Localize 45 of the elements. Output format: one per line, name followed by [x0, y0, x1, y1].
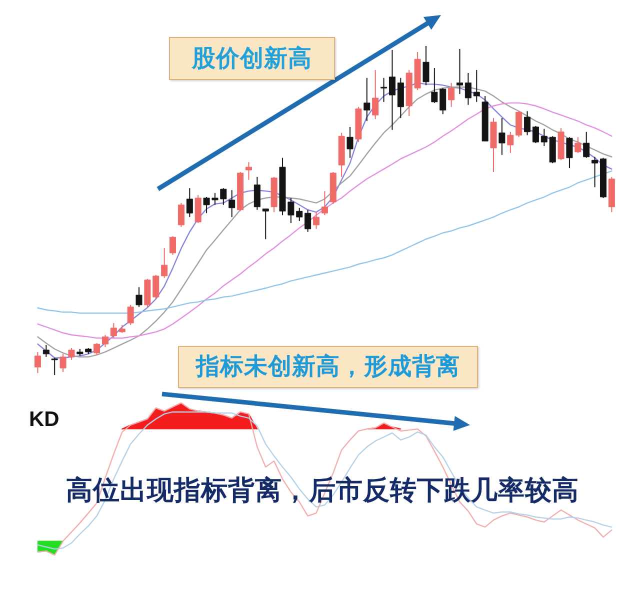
candlestick [464, 72, 472, 106]
candlestick [473, 70, 480, 102]
candlestick [524, 110, 531, 136]
candlestick [161, 248, 168, 278]
annotation: 高位出现指标背离，后市反转下跌几率较高 [66, 475, 579, 506]
candlestick [372, 70, 379, 120]
candlestick [346, 126, 354, 158]
annotation: 股价创新高 [192, 44, 312, 72]
candlestick [456, 48, 463, 95]
candlestick [566, 136, 573, 169]
candlestick [262, 208, 269, 240]
candlestick [136, 286, 142, 308]
candlestick [313, 212, 320, 230]
candlestick [245, 162, 252, 180]
candlestick [186, 188, 193, 218]
candlestick [321, 190, 328, 216]
candlestick [34, 351, 41, 374]
candlestick [170, 236, 176, 256]
candlestick [42, 344, 50, 358]
chart-title: KD [29, 408, 60, 431]
candlestick [448, 82, 455, 108]
candlestick [127, 304, 134, 326]
candlestick [94, 342, 100, 356]
candlestick [51, 357, 58, 376]
annotation: 指标未创新高，形成背离 [196, 352, 460, 380]
callout-box: 指标未创新高，形成背离 [178, 346, 478, 388]
candlestick [592, 156, 598, 188]
candlestick [228, 190, 236, 218]
candlestick [380, 77, 388, 102]
candlestick [110, 322, 117, 339]
candlestick [254, 176, 260, 210]
candlestick [178, 202, 184, 228]
candlestick [388, 49, 396, 130]
candlestick [364, 77, 370, 122]
candlestick [532, 125, 539, 144]
candlestick [422, 46, 430, 86]
candlestick [304, 209, 312, 232]
candlestick [507, 131, 514, 154]
candlestick [540, 128, 548, 147]
candlestick [583, 131, 590, 158]
candlestick [102, 334, 108, 348]
candlestick [516, 110, 522, 138]
callout-box: 股价创新高 [169, 37, 335, 80]
candlestick [498, 118, 506, 156]
candlestick [574, 136, 582, 154]
